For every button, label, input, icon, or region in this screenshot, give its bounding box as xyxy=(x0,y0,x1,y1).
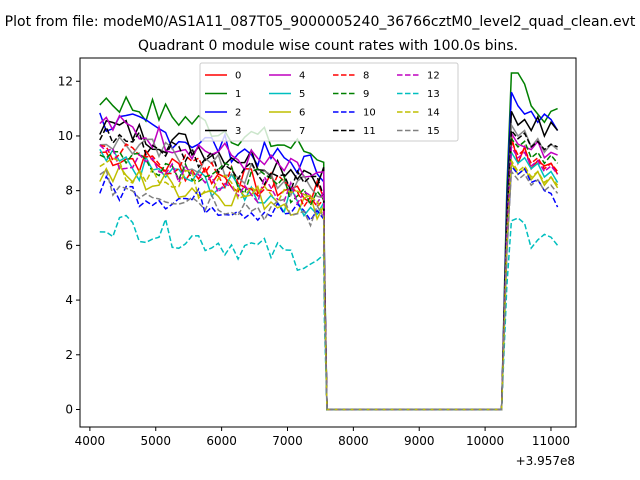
legend-label-7: 7 xyxy=(299,126,305,137)
y-tick-label: 8 xyxy=(65,184,73,198)
legend-label-9: 9 xyxy=(363,89,369,100)
x-offset-label: +3.957e8 xyxy=(516,454,575,468)
series-line-14 xyxy=(99,157,559,411)
legend-label-10: 10 xyxy=(363,108,376,119)
x-tick-label: 11000 xyxy=(532,434,570,448)
y-tick-label: 4 xyxy=(65,293,73,307)
legend-label-5: 5 xyxy=(299,89,305,100)
legend-label-15: 15 xyxy=(427,126,440,137)
x-tick-label: 9000 xyxy=(404,434,435,448)
legend-label-0: 0 xyxy=(235,71,241,82)
series-line-4 xyxy=(99,114,558,411)
series-line-5 xyxy=(99,148,559,411)
series-line-13 xyxy=(99,214,559,411)
x-axis: 4000 5000 6000 7000 8000 9000 10000 11000 xyxy=(75,427,570,448)
legend-label-13: 13 xyxy=(427,89,440,100)
series-line-9 xyxy=(99,136,559,411)
plot-frame xyxy=(79,57,577,428)
legend-label-12: 12 xyxy=(427,71,440,82)
legend-label-4: 4 xyxy=(299,71,305,82)
legend-label-2: 2 xyxy=(235,108,241,119)
x-tick-label: 8000 xyxy=(338,434,369,448)
x-tick-label: 5000 xyxy=(140,434,171,448)
series-line-12 xyxy=(99,144,559,411)
legend-label-14: 14 xyxy=(427,108,440,119)
legend-label-6: 6 xyxy=(299,108,305,119)
y-tick-label: 0 xyxy=(65,402,73,416)
series-line-7 xyxy=(99,122,559,411)
legend-label-1: 1 xyxy=(235,89,241,100)
x-tick-label: 6000 xyxy=(206,434,237,448)
chart-title: Quadrant 0 module wise count rates with … xyxy=(138,38,518,54)
y-axis: 0 2 4 6 8 10 12 xyxy=(58,74,80,416)
series-line-11 xyxy=(99,125,558,411)
x-tick-label: 7000 xyxy=(272,434,303,448)
legend-frame xyxy=(199,62,459,142)
series-line-15 xyxy=(99,168,559,411)
legend-label-8: 8 xyxy=(363,71,369,82)
plot-area xyxy=(99,72,559,411)
y-tick-label: 10 xyxy=(58,129,73,143)
y-tick-label: 12 xyxy=(58,74,73,88)
x-tick-label: 10000 xyxy=(466,434,504,448)
series-line-3 xyxy=(99,110,559,411)
y-tick-label: 2 xyxy=(65,348,73,362)
y-tick-label: 6 xyxy=(65,238,73,252)
figure-suptitle: Plot from file: modeM0/AS1A11_087T05_900… xyxy=(5,14,636,30)
x-tick-label: 4000 xyxy=(75,434,106,448)
legend-label-11: 11 xyxy=(363,126,376,137)
series-line-6 xyxy=(99,160,559,411)
legend-label-3: 3 xyxy=(235,126,241,137)
series-line-8 xyxy=(99,141,559,411)
